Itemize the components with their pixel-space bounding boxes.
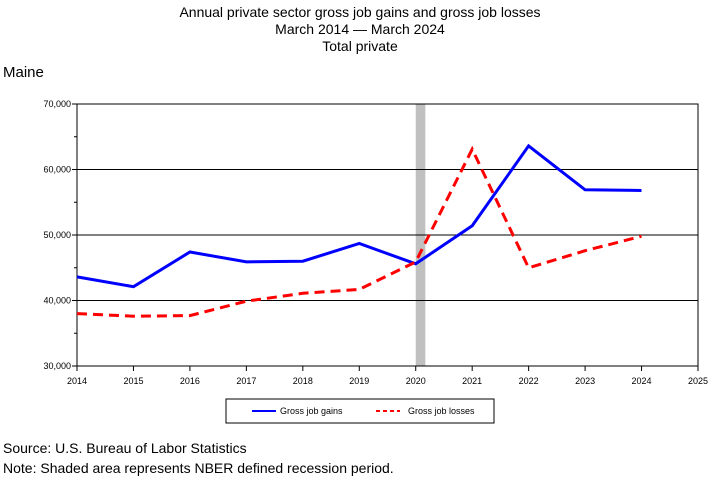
- chart-title-line-1: Annual private sector gross job gains an…: [179, 4, 541, 20]
- x-tick-label: 2014: [67, 376, 87, 386]
- series-line-losses: [76, 145, 642, 318]
- x-tick-label: 2021: [462, 376, 482, 386]
- y-tick-label: 40,000: [43, 296, 71, 306]
- job-flows-chart: 30,000 40,000 50,000 60,000 70,000 2014 2015 20…: [43, 99, 708, 424]
- x-tick-label: 2022: [519, 376, 539, 386]
- x-tick-label: 2018: [293, 376, 313, 386]
- chart-title-line-3: Total private: [322, 38, 398, 54]
- x-tick-label: 2016: [180, 376, 200, 386]
- x-tick-label: 2019: [349, 376, 369, 386]
- x-tick-label: 2023: [575, 376, 595, 386]
- x-tick-label: 2025: [688, 376, 708, 386]
- y-tick-label: 50,000: [43, 230, 71, 240]
- chart-title: Annual private sector gross job gains an…: [0, 4, 720, 55]
- x-tick-label: 2024: [632, 376, 652, 386]
- x-tick-label: 2020: [406, 376, 426, 386]
- x-tick-label: 2015: [123, 376, 143, 386]
- region-label: Maine: [3, 64, 44, 81]
- legend-label-losses: Gross job losses: [408, 406, 475, 416]
- chart-title-line-2: March 2014 — March 2024: [275, 21, 445, 37]
- legend-label-gains: Gross job gains: [280, 406, 343, 416]
- y-tick-label: 30,000: [43, 361, 71, 371]
- series-line-gains: [76, 143, 642, 289]
- recession-note: Note: Shaded area represents NBER define…: [3, 460, 394, 476]
- source-note: Source: U.S. Bureau of Labor Statistics: [3, 440, 247, 456]
- y-tick-label: 60,000: [43, 165, 71, 175]
- y-tick-label: 70,000: [43, 99, 71, 109]
- x-tick-label: 2017: [236, 376, 256, 386]
